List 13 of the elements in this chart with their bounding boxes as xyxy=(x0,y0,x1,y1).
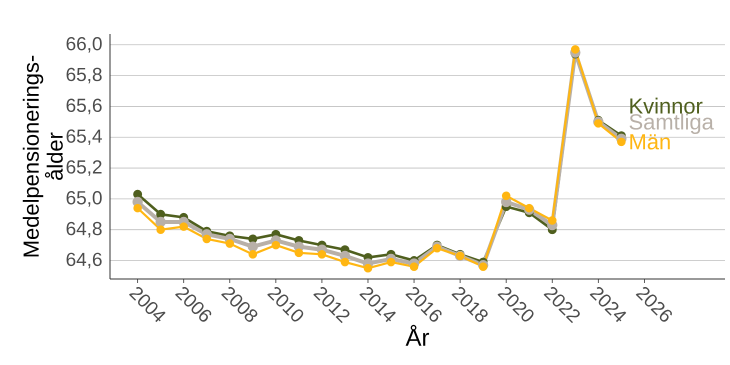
y-tick-label: 65,6 xyxy=(66,98,102,114)
series-label: Kvinnor xyxy=(630,98,702,114)
y-tick-label: 64,6 xyxy=(66,252,102,268)
x-axis-title: År xyxy=(406,324,430,346)
series-label: Män xyxy=(630,134,670,150)
series-label: Samtliga xyxy=(630,114,714,134)
y-axis-title: Medelpensionerings-ålder xyxy=(22,56,63,256)
y-tick-label: 65,4 xyxy=(66,129,102,146)
y-tick-label: 65,0 xyxy=(66,191,102,207)
y-tick-label: 66,0 xyxy=(66,36,102,53)
y-tick-label: 64,8 xyxy=(66,222,102,238)
y-tick-label: 65,8 xyxy=(66,68,102,84)
y-tick-label: 65,2 xyxy=(66,160,102,176)
